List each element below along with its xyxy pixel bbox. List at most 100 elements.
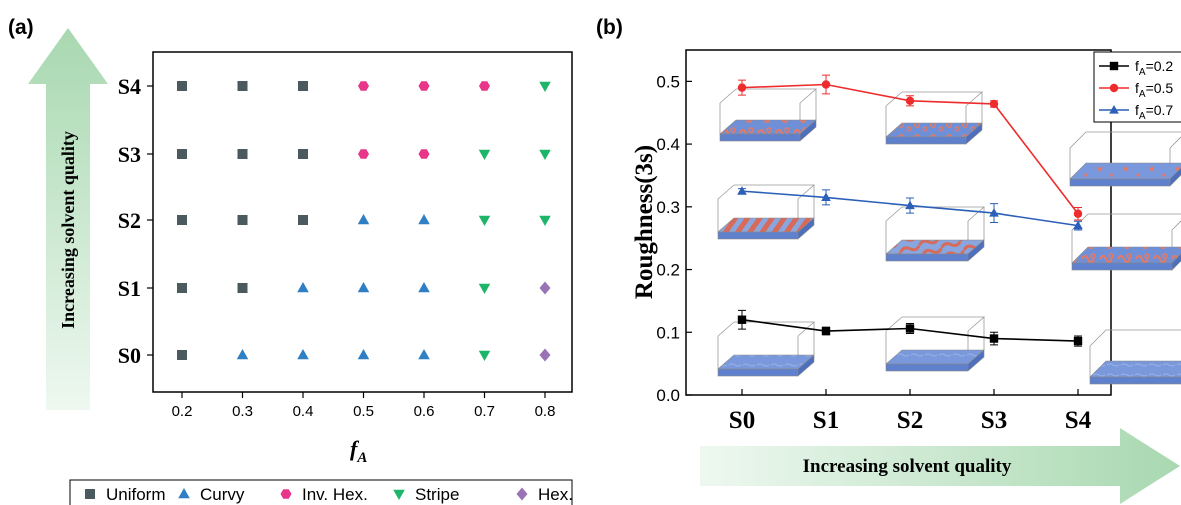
data-point: [989, 99, 999, 109]
plot-a-markers: [177, 81, 551, 362]
phase-marker: [358, 149, 369, 159]
phase-marker: [177, 149, 187, 159]
y-tick-label: S0: [118, 343, 141, 368]
data-point: [737, 315, 747, 324]
phase-marker: [478, 149, 491, 160]
vertical-arrow-label: Increasing solvent quality: [58, 131, 78, 329]
plot-b-y-axis: 0.0 0.1 0.2 0.3 0.4 0.5: [656, 72, 692, 405]
morphology-inset: [885, 206, 986, 262]
y-tick-label: S3: [118, 142, 141, 167]
plot-b-legend: fA=0.2fA=0.5fA=0.7: [1099, 58, 1173, 122]
legend-marker: [1109, 61, 1119, 71]
morphology-insets: [717, 88, 1181, 385]
phase-marker: [418, 282, 430, 293]
phase-marker: [237, 215, 248, 225]
phase-marker: [298, 81, 308, 91]
data-point: [821, 326, 831, 336]
plot-b-frame: [685, 49, 1112, 396]
morphology-inset: [1069, 131, 1181, 187]
phase-marker: [297, 349, 309, 360]
series-fA07: [737, 186, 1083, 231]
phase-marker: [237, 149, 248, 159]
legend-label: fA=0.5: [1135, 80, 1173, 100]
legend-marker: [1109, 104, 1119, 114]
legend-label: fA=0.2: [1135, 58, 1173, 78]
morphology-inset: [1089, 329, 1181, 385]
panel-label-b: (b): [596, 16, 623, 39]
data-point: [989, 208, 999, 217]
x-tick-label: S3: [981, 407, 1007, 434]
data-point: [1073, 220, 1083, 230]
phase-marker: [418, 149, 430, 159]
plot-a-frame: [152, 51, 573, 393]
phase-marker: [298, 149, 308, 159]
legend-label: Curvy: [200, 485, 245, 504]
phase-marker: [177, 215, 187, 225]
x-tick-label: S1: [813, 407, 839, 434]
phase-marker: [236, 349, 249, 360]
phase-marker: [479, 81, 490, 91]
plot-b-series: [737, 74, 1083, 347]
plot-a-xlabel: fA: [350, 436, 367, 466]
phase-marker: [357, 214, 370, 225]
y-tick-label: 0.5: [656, 72, 680, 91]
phase-marker: [358, 81, 369, 91]
x-tick-label: 0.3: [232, 403, 253, 420]
phase-marker: [418, 349, 430, 360]
y-tick-label: 0.1: [656, 323, 680, 342]
phase-marker: [357, 282, 370, 293]
data-point: [737, 186, 747, 195]
morphology-inset: [885, 316, 986, 372]
data-point: [821, 80, 831, 89]
legend-label: Uniform: [106, 485, 166, 504]
morphology-inset: [719, 88, 818, 142]
phase-marker: [298, 215, 308, 225]
phase-marker: [478, 350, 491, 361]
phase-marker: [297, 282, 309, 293]
legend-marker: [280, 489, 292, 499]
y-tick-label: S1: [118, 276, 141, 301]
phase-marker: [237, 283, 248, 293]
plot-a-xlabel-main: f: [350, 436, 360, 461]
x-tick-label: S4: [1065, 407, 1092, 434]
y-tick-label: S4: [118, 74, 141, 99]
series-fA05: [737, 74, 1083, 221]
y-tick-label: 0.0: [656, 386, 680, 405]
phase-marker: [539, 215, 551, 226]
morphology-inset: [885, 91, 984, 145]
series-fA02: [737, 309, 1083, 347]
plot-b-ylabel: Roughness(3s): [631, 145, 658, 299]
phase-marker: [539, 81, 551, 92]
data-point: [821, 192, 831, 201]
data-point: [737, 83, 747, 92]
phase-marker: [478, 215, 491, 226]
legend-marker: [1109, 83, 1119, 93]
legend-marker: [85, 489, 95, 499]
data-point: [905, 324, 915, 333]
x-tick-label: 0.8: [535, 403, 556, 420]
x-tick-label: 0.6: [414, 403, 435, 420]
horizontal-arrow-label: Increasing solvent quality: [803, 456, 1012, 477]
panel-b: 0.0 0.1 0.2 0.3 0.4 0.5 S0 S1 S2 S3 S4 Roughness(…: [631, 49, 1181, 504]
phase-marker: [177, 350, 187, 360]
legend-marker: [393, 489, 405, 500]
x-tick-label: 0.7: [474, 403, 495, 420]
data-point: [1073, 209, 1083, 218]
phase-marker: [418, 214, 430, 225]
morphology-inset: [1071, 213, 1181, 271]
plot-a-y-axis: S0 S1 S2 S3 S4: [118, 74, 153, 368]
panel-a: Increasing solvent quality 0.2 0.3 0.4 0.5 0…: [28, 28, 573, 505]
x-tick-label: 0.4: [293, 403, 314, 420]
data-point: [905, 200, 915, 210]
plot-a-legend-box: [69, 479, 573, 505]
x-tick-label: S2: [897, 407, 923, 434]
plot-b-x-axis: S0 S1 S2 S3 S4: [729, 389, 1092, 434]
x-tick-label: S0: [729, 407, 755, 434]
phase-marker: [539, 281, 551, 295]
y-tick-label: 0.4: [656, 135, 680, 154]
morphology-inset: [717, 184, 816, 240]
legend-marker: [516, 487, 528, 501]
data-point: [989, 334, 999, 343]
